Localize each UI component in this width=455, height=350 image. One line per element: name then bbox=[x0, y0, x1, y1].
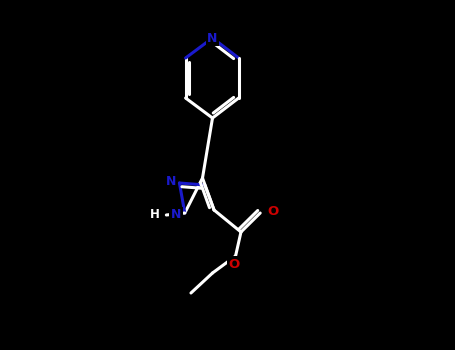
Text: H: H bbox=[150, 209, 160, 222]
Text: N: N bbox=[171, 208, 181, 221]
Text: O: O bbox=[267, 205, 278, 218]
Text: O: O bbox=[228, 258, 239, 271]
Text: N: N bbox=[166, 175, 176, 188]
Text: N: N bbox=[207, 32, 217, 44]
